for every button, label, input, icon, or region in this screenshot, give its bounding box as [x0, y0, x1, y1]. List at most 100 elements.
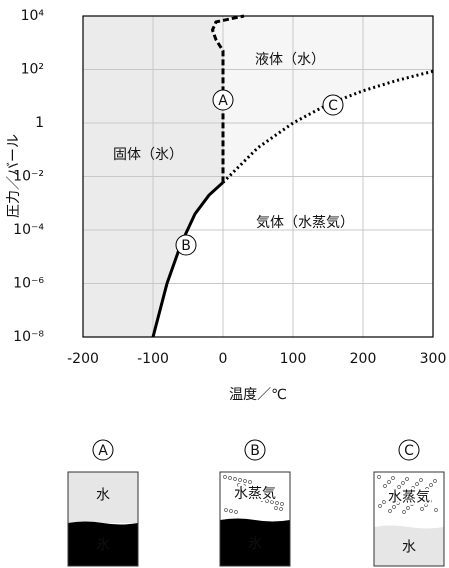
vapor-dot	[424, 503, 428, 507]
y-axis-label: 圧力／バール	[6, 134, 22, 218]
point-label-circle	[322, 94, 344, 116]
point-label: B	[181, 238, 191, 254]
y-tick-label: 10⁻⁸	[13, 329, 44, 345]
vapor-dot	[257, 487, 261, 491]
vapor-dot	[425, 487, 429, 491]
vapor-dot	[378, 504, 382, 508]
y-tick-label: 10⁻²	[13, 169, 44, 185]
vapor-dot	[415, 482, 419, 486]
vapor-dot	[401, 481, 405, 485]
vapor-dot	[383, 484, 387, 488]
container-label: C	[404, 443, 414, 459]
vapor-dot	[237, 483, 241, 487]
x-tick-label: 0	[219, 351, 228, 367]
vapor-dot	[243, 479, 247, 483]
vapor-dot	[428, 499, 432, 503]
vapor-dot	[261, 493, 265, 497]
container-top-label: 水蒸気	[234, 486, 276, 502]
container-bottom	[68, 521, 138, 566]
vapor-dot	[388, 509, 392, 513]
vapor-dot	[406, 506, 410, 510]
vapor-dot	[396, 501, 400, 505]
vapor-dot	[256, 492, 260, 496]
phase-boundary	[210, 14, 245, 183]
point-label-circle	[175, 234, 197, 256]
container-top-label: 水蒸気	[388, 490, 430, 506]
vapor-dot	[238, 478, 242, 482]
point-label-circle	[212, 89, 234, 111]
vapor-dot	[247, 485, 251, 489]
container-bottom-label: 氷	[248, 536, 262, 552]
vapor-dot	[229, 509, 233, 513]
container-top-label: 水	[96, 488, 110, 504]
y-tick-label: 10²	[21, 62, 44, 78]
vapor-dot	[420, 507, 424, 511]
y-tick-label: 10⁴	[21, 8, 45, 24]
vapor-dot	[397, 485, 401, 489]
vapor-dot	[234, 510, 238, 514]
region-label: 液体（水）	[255, 52, 325, 68]
x-tick-label: 300	[420, 351, 447, 367]
vapor-dot	[233, 477, 237, 481]
vapor-dot	[252, 486, 256, 490]
vapor-dot	[270, 500, 274, 504]
vapor-dot	[411, 486, 415, 490]
vapor-dot	[223, 475, 227, 479]
container-label-circle	[92, 439, 114, 461]
x-tick-label: 100	[280, 351, 307, 367]
vapor-dot	[266, 494, 270, 498]
region-label: 気体（水蒸気）	[256, 215, 354, 231]
vapor-dot	[433, 479, 437, 483]
vapor-dot	[419, 478, 423, 482]
vapor-dot	[279, 507, 283, 511]
y-tick-label: 10⁻⁴	[13, 222, 44, 238]
container-frame	[67, 471, 139, 567]
region-fill	[212, 16, 433, 183]
vapor-dot	[434, 508, 438, 512]
vapor-dot	[414, 498, 418, 502]
vapor-dot	[410, 502, 414, 506]
vapor-dot	[271, 495, 275, 499]
vapor-dot	[429, 483, 433, 487]
vapor-dot	[242, 484, 246, 488]
vapor-dot	[280, 502, 284, 506]
y-tick-label: 10⁻⁶	[13, 276, 44, 292]
vapor-dot	[274, 506, 278, 510]
vapor-dot	[228, 476, 232, 480]
phase-boundary	[151, 181, 225, 338]
vapor-dot	[391, 476, 395, 480]
container-bottom	[220, 518, 290, 566]
container-label: B	[250, 443, 260, 459]
vapor-dot	[377, 475, 381, 479]
vapor-dot	[248, 480, 252, 484]
vapor-dot	[265, 499, 269, 503]
vapor-dot	[251, 491, 255, 495]
vapor-dot	[260, 498, 264, 502]
point-label: C	[328, 98, 338, 114]
region-label: 固体（氷）	[113, 147, 183, 163]
x-tick-label: -100	[137, 351, 169, 367]
vapor-dot	[402, 510, 406, 514]
y-tick-label: 1	[35, 115, 44, 131]
vapor-dot	[387, 480, 391, 484]
container-top	[68, 472, 138, 523]
container-top	[374, 472, 444, 527]
container-bottom-label: 水	[402, 540, 416, 556]
plot-frame	[82, 15, 434, 338]
point-label: A	[218, 93, 228, 109]
vapor-dot	[382, 500, 386, 504]
vapor-dot	[405, 477, 409, 481]
vapor-dot	[224, 508, 228, 512]
vapor-dot	[275, 501, 279, 505]
x-tick-label: -200	[67, 351, 99, 367]
container-label-circle	[398, 439, 420, 461]
container-label-circle	[244, 439, 266, 461]
container-label: A	[98, 443, 108, 459]
container-frame	[219, 471, 291, 567]
container-frame	[373, 471, 445, 567]
container-bottom	[374, 525, 444, 566]
x-tick-label: 200	[350, 351, 377, 367]
vapor-dot	[392, 505, 396, 509]
x-axis-label: 温度／℃	[229, 387, 287, 403]
